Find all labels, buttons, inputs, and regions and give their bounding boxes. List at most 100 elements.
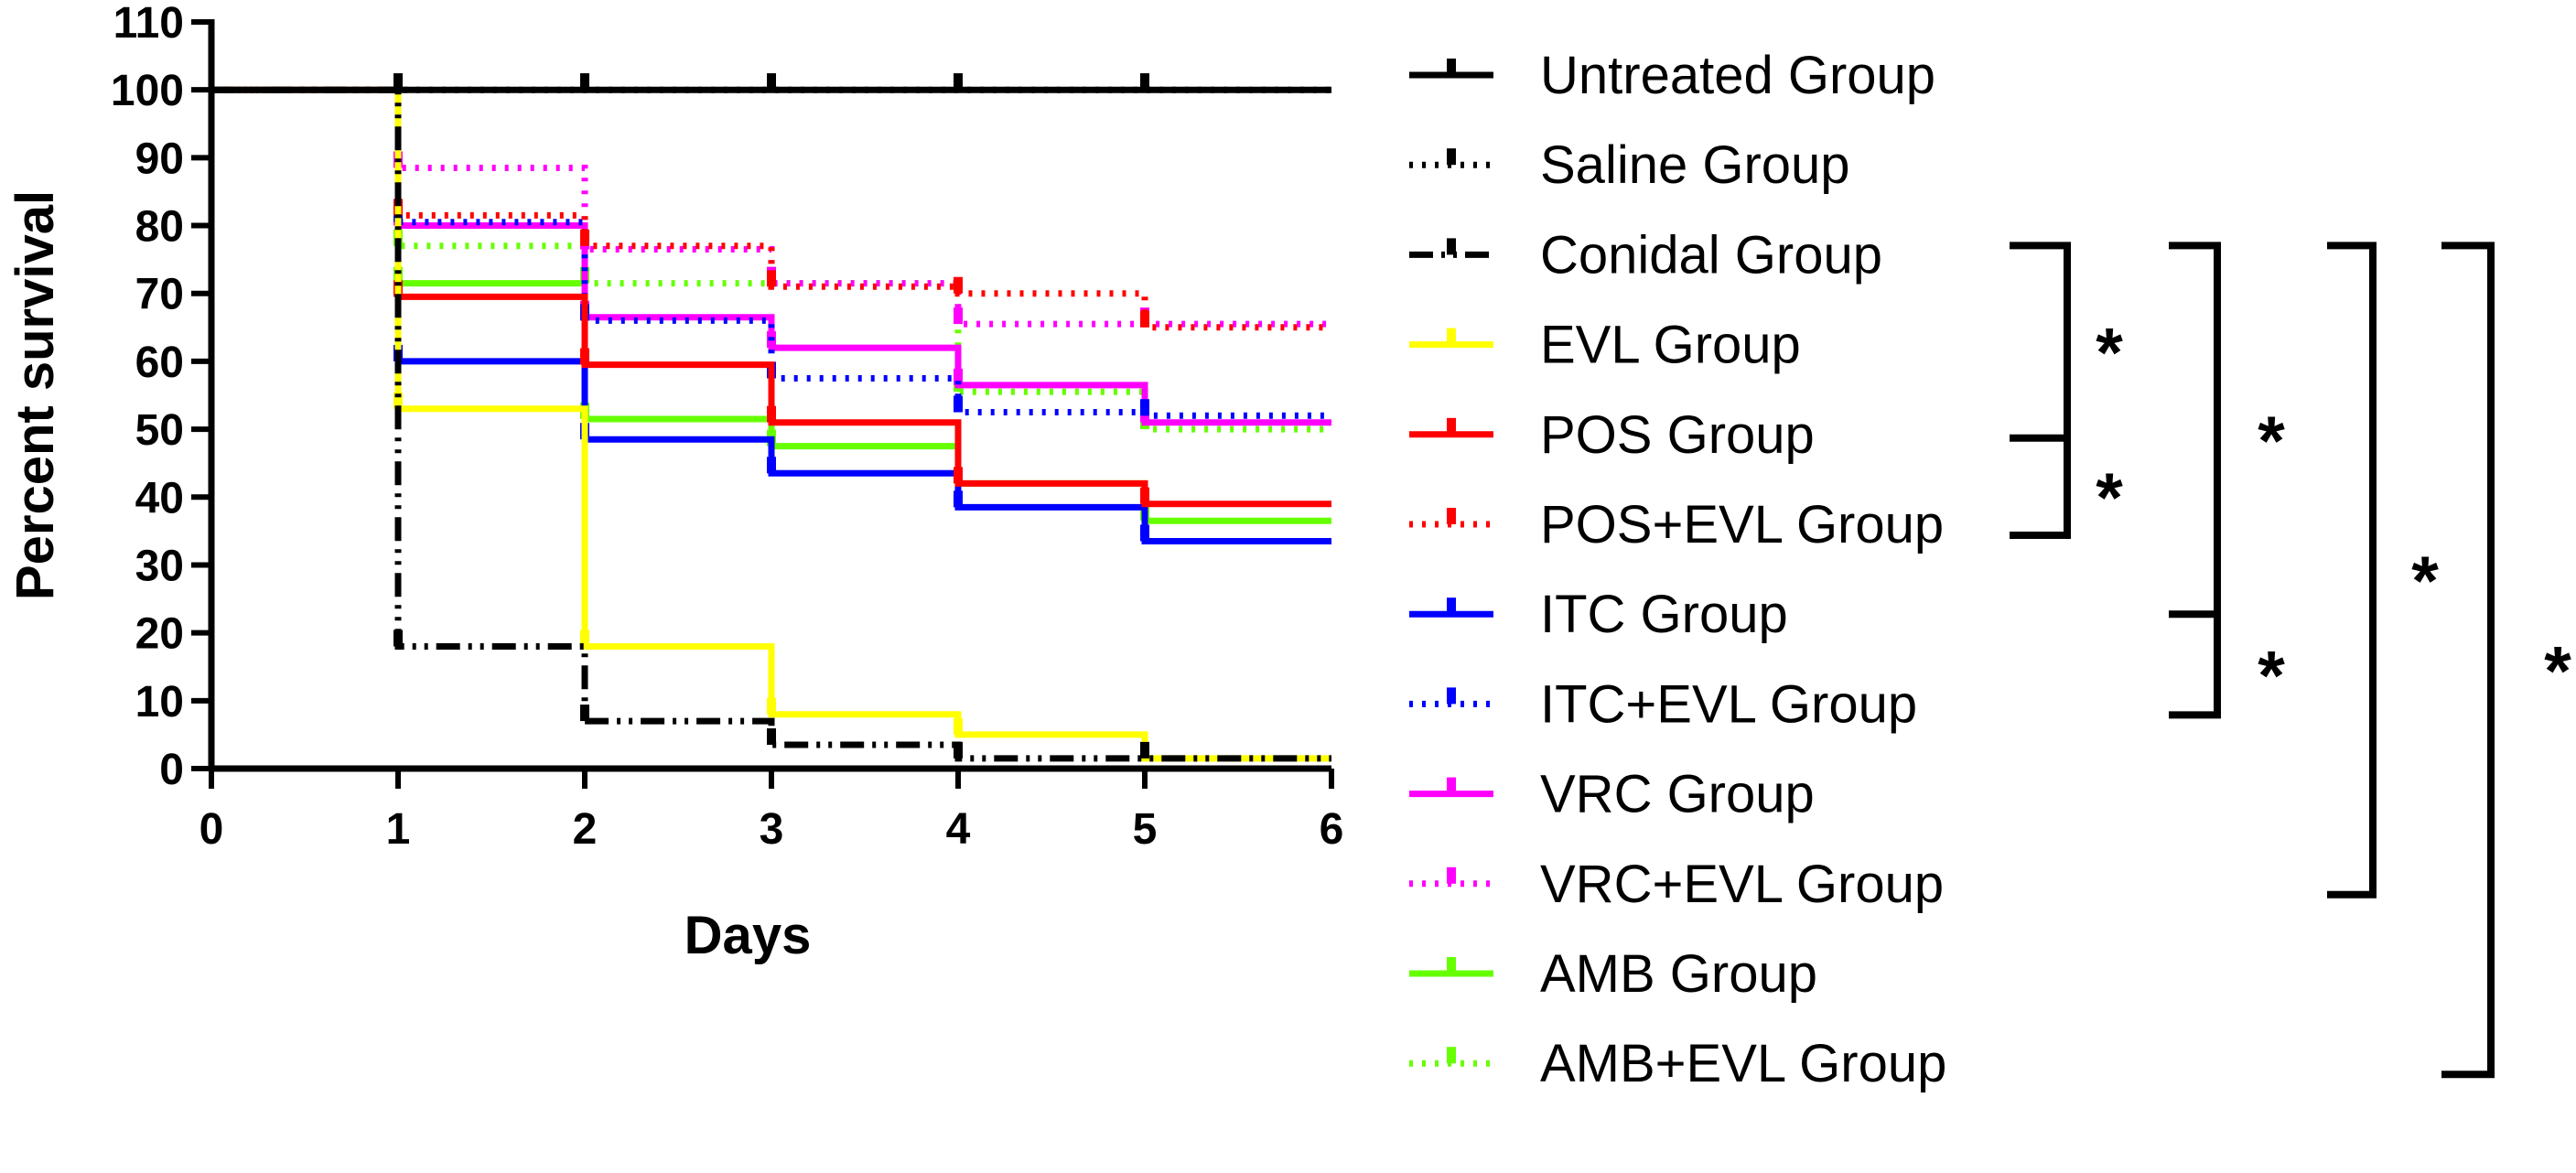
legend-marker bbox=[1447, 957, 1456, 974]
significance-star: * bbox=[2544, 632, 2571, 710]
legend-item-amb-plus-evl-group: AMB+EVL Group bbox=[1409, 1034, 1946, 1093]
y-tick-label: 50 bbox=[135, 406, 184, 455]
censor-mark bbox=[1140, 310, 1149, 328]
x-axis-title: Days bbox=[684, 906, 812, 965]
y-tick-label: 70 bbox=[135, 271, 184, 319]
legend-marker bbox=[1447, 687, 1456, 705]
significance-bracket: ** bbox=[2169, 242, 2285, 719]
censor-mark bbox=[954, 368, 963, 385]
series-line-conidal-group bbox=[211, 86, 1331, 762]
legend-item-vrc-group: VRC Group bbox=[1409, 765, 1815, 824]
censor-mark bbox=[580, 705, 589, 722]
censor-mark bbox=[580, 348, 589, 365]
x-tick-label: 2 bbox=[573, 805, 598, 854]
censor-mark bbox=[767, 73, 776, 91]
bracket-line bbox=[2441, 242, 2495, 1079]
y-tick-label: 30 bbox=[135, 542, 184, 590]
y-tick-label: 40 bbox=[135, 474, 184, 522]
y-tick-label: 90 bbox=[135, 135, 184, 183]
censor-mark bbox=[393, 630, 403, 647]
legend-label: Conidal Group bbox=[1540, 225, 1882, 285]
censor-mark bbox=[954, 467, 963, 484]
legend-marker bbox=[1447, 1047, 1456, 1064]
significance-star: * bbox=[2411, 543, 2439, 620]
legend-item-evl-group: EVL Group bbox=[1409, 316, 1801, 375]
censor-mark bbox=[1140, 399, 1149, 416]
censor-mark bbox=[1140, 524, 1149, 542]
censor-mark bbox=[767, 697, 776, 715]
censor-mark bbox=[580, 229, 589, 246]
legend-item-itc-plus-evl-group: ITC+EVL Group bbox=[1409, 674, 1917, 734]
legend-item-untreated-group: Untreated Group bbox=[1409, 46, 1935, 105]
significance-star: * bbox=[2096, 315, 2123, 393]
legend-marker bbox=[1447, 866, 1456, 884]
x-tick-label: 5 bbox=[1133, 805, 1158, 854]
legend-item-conidal-group: Conidal Group bbox=[1409, 225, 1882, 285]
axes: 0 10 20 30 40 50 60 70 80 90 100 110 0 1 2 3 4 5 6 bbox=[111, 0, 1343, 854]
legend-label: POS Group bbox=[1540, 405, 1815, 465]
legend-item-itc-group: ITC Group bbox=[1409, 585, 1788, 644]
censor-mark bbox=[954, 276, 963, 294]
bracket-line bbox=[2327, 242, 2377, 899]
censor-mark bbox=[954, 395, 963, 413]
legend-item-pos-plus-evl-group: POS+EVL Group bbox=[1409, 495, 1944, 554]
significance-star: * bbox=[2258, 637, 2285, 715]
y-tick-label: 0 bbox=[159, 746, 184, 794]
censor-mark bbox=[1140, 741, 1149, 759]
significance-bracket: * bbox=[2327, 242, 2439, 899]
bracket-line bbox=[2010, 242, 2071, 539]
legend-marker bbox=[1447, 777, 1456, 794]
y-tick-label: 100 bbox=[111, 67, 184, 115]
legend-label: Untreated Group bbox=[1540, 46, 1935, 105]
legend-label: AMB+EVL Group bbox=[1540, 1034, 1946, 1093]
legend-item-vrc-plus-evl-group: VRC+EVL Group bbox=[1409, 855, 1944, 914]
legend-item-amb-group: AMB Group bbox=[1409, 944, 1817, 1004]
censor-mark bbox=[767, 728, 776, 746]
legend-marker bbox=[1447, 238, 1456, 255]
censor-mark bbox=[954, 307, 963, 325]
censor-mark bbox=[954, 490, 963, 508]
y-tick-label: 10 bbox=[135, 678, 184, 726]
legend-label: ITC+EVL Group bbox=[1540, 674, 1917, 734]
censor-mark bbox=[954, 741, 963, 759]
censor-mark bbox=[767, 457, 776, 474]
censor-mark bbox=[1140, 487, 1149, 504]
x-tick-label: 4 bbox=[946, 805, 971, 854]
legend-label: EVL Group bbox=[1540, 316, 1801, 375]
x-tick-label: 6 bbox=[1320, 805, 1344, 854]
censor-mark bbox=[393, 73, 403, 91]
x-tick-label: 1 bbox=[386, 805, 411, 854]
y-axis-title: Percent survival bbox=[5, 190, 65, 600]
legend-label: ITC Group bbox=[1540, 585, 1788, 644]
y-tick-label: 80 bbox=[135, 203, 184, 252]
bracket-line bbox=[2169, 242, 2221, 719]
legend-marker bbox=[1447, 417, 1456, 435]
legend-label: Saline Group bbox=[1540, 135, 1850, 195]
significance-star: * bbox=[2258, 403, 2285, 480]
legend-marker bbox=[1447, 148, 1456, 166]
censor-mark bbox=[580, 73, 589, 91]
censor-mark bbox=[954, 73, 963, 91]
legend-label: POS+EVL Group bbox=[1540, 495, 1944, 554]
censor-mark bbox=[954, 717, 963, 735]
censor-mark bbox=[767, 405, 776, 423]
censor-mark bbox=[580, 630, 589, 647]
legend-marker bbox=[1447, 508, 1456, 524]
significance-star: * bbox=[2096, 459, 2123, 537]
legend-item-pos-group: POS Group bbox=[1409, 405, 1815, 465]
significance-brackets: ****** bbox=[2010, 242, 2571, 1079]
x-tick-label: 3 bbox=[760, 805, 784, 854]
series-line-pos-plus-evl-group bbox=[211, 86, 1331, 331]
legend-marker bbox=[1447, 328, 1456, 345]
x-tick-label: 0 bbox=[199, 805, 224, 854]
y-tick-label: 110 bbox=[113, 0, 184, 48]
censor-mark bbox=[1140, 73, 1149, 91]
legend-label: VRC Group bbox=[1540, 765, 1815, 824]
legend-marker bbox=[1447, 59, 1456, 75]
legend-label: VRC+EVL Group bbox=[1540, 855, 1944, 914]
legend: Untreated Group Saline Group Conidal Group… bbox=[1409, 46, 1946, 1093]
significance-bracket: * bbox=[2441, 242, 2571, 1079]
censor-mark bbox=[393, 392, 403, 409]
series-layer bbox=[211, 73, 1331, 762]
